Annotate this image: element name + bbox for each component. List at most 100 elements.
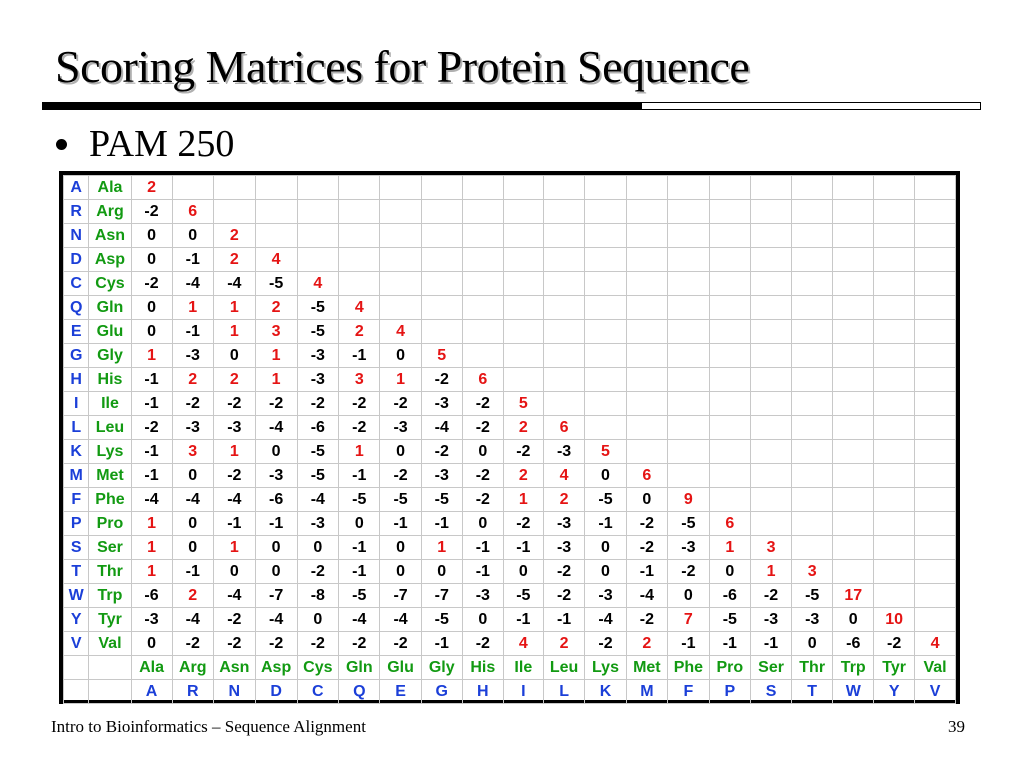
row-three-letter-code: Cys xyxy=(88,271,132,296)
column-three-letter-code: Trp xyxy=(832,655,875,680)
score-cell: 0 xyxy=(379,535,422,560)
score-cell: -2 xyxy=(502,511,544,536)
empty-cell xyxy=(338,223,381,248)
empty-cell xyxy=(791,511,834,536)
score-cell: 0 xyxy=(379,559,422,584)
pam250-matrix-frame: A Ala 2 R Arg -2 6 N Asn 0 0 2 D Asp 0 -1 2 4 C Cys -2 -4 -4 -5… xyxy=(59,171,960,704)
column-one-letter-code: I xyxy=(502,679,544,704)
score-cell: 0 xyxy=(708,559,751,584)
empty-cell xyxy=(584,367,627,392)
empty-cell xyxy=(832,199,875,224)
score-cell: -4 xyxy=(420,415,463,440)
score-cell: 2 xyxy=(542,631,586,656)
empty-cell xyxy=(749,391,793,416)
corner-cell xyxy=(88,655,132,680)
empty-cell xyxy=(749,199,793,224)
empty-cell xyxy=(542,175,586,200)
score-cell: 1 xyxy=(171,295,214,320)
empty-cell xyxy=(584,343,627,368)
score-cell: -1 xyxy=(420,631,463,656)
score-cell: -2 xyxy=(379,463,422,488)
score-cell: -7 xyxy=(420,583,463,608)
score-cell: -3 xyxy=(212,415,256,440)
score-cell: 0 xyxy=(171,463,214,488)
matrix-row: V Val 0 -2 -2 -2 -2 -2 -2 -1 -2 4 2 -2 2 -1 -1 -1 0 -6 -2 4 xyxy=(62,631,956,656)
score-cell: 1 xyxy=(130,535,173,560)
score-cell: -4 xyxy=(625,583,669,608)
score-cell: 0 xyxy=(171,535,214,560)
empty-cell xyxy=(873,223,916,248)
score-cell: 6 xyxy=(625,463,669,488)
score-cell: -3 xyxy=(542,511,586,536)
score-cell: -5 xyxy=(420,607,463,632)
empty-cell xyxy=(708,319,751,344)
column-three-letter-code: Val xyxy=(914,655,956,680)
empty-cell xyxy=(749,487,793,512)
empty-cell xyxy=(708,223,751,248)
row-one-letter-code: M xyxy=(62,463,90,488)
score-cell: -1 xyxy=(212,511,256,536)
empty-cell xyxy=(625,367,669,392)
score-cell: 1 xyxy=(212,319,256,344)
score-cell: -4 xyxy=(254,415,298,440)
score-cell: -5 xyxy=(708,607,751,632)
score-cell: -3 xyxy=(130,607,173,632)
empty-cell xyxy=(791,271,834,296)
column-one-letter-code: D xyxy=(254,679,298,704)
empty-cell xyxy=(873,271,916,296)
score-cell: 0 xyxy=(130,223,173,248)
row-one-letter-code: N xyxy=(62,223,90,248)
score-cell: -4 xyxy=(212,487,256,512)
empty-cell xyxy=(461,295,504,320)
empty-cell xyxy=(873,175,916,200)
score-cell: -1 xyxy=(584,511,627,536)
score-cell: -2 xyxy=(130,271,173,296)
score-cell: -4 xyxy=(212,271,256,296)
empty-cell xyxy=(749,319,793,344)
empty-cell xyxy=(914,535,956,560)
score-cell: -2 xyxy=(212,631,256,656)
column-one-letter-code: G xyxy=(420,679,463,704)
score-cell: 0 xyxy=(338,511,381,536)
column-three-letter-code: Gln xyxy=(338,655,381,680)
score-cell: -1 xyxy=(502,535,544,560)
score-cell: -2 xyxy=(338,391,381,416)
empty-cell xyxy=(502,223,544,248)
row-three-letter-code: Gly xyxy=(88,343,132,368)
empty-cell xyxy=(749,367,793,392)
page-number: 39 xyxy=(948,717,965,736)
empty-cell xyxy=(338,175,381,200)
score-cell: 6 xyxy=(171,199,214,224)
matrix-row: K Lys -1 3 1 0 -5 1 0 -2 0 -2 -3 5 xyxy=(62,439,956,464)
empty-cell xyxy=(420,175,463,200)
empty-cell xyxy=(914,511,956,536)
empty-cell xyxy=(625,391,669,416)
column-three-letter-code: Tyr xyxy=(873,655,916,680)
score-cell: 1 xyxy=(212,439,256,464)
score-cell: 1 xyxy=(212,295,256,320)
score-cell: -2 xyxy=(625,535,669,560)
empty-cell xyxy=(296,223,340,248)
score-cell: -2 xyxy=(542,583,586,608)
score-cell: -3 xyxy=(667,535,710,560)
empty-cell xyxy=(708,415,751,440)
empty-cell xyxy=(379,199,422,224)
score-cell: -2 xyxy=(130,199,173,224)
empty-cell xyxy=(502,199,544,224)
empty-cell xyxy=(542,295,586,320)
empty-cell xyxy=(791,247,834,272)
corner-cell xyxy=(88,679,132,704)
score-cell: 0 xyxy=(667,583,710,608)
empty-cell xyxy=(584,391,627,416)
matrix-row: Y Tyr -3 -4 -2 -4 0 -4 -4 -5 0 -1 -1 -4 -2 7 -5 -3 -3 0 10 xyxy=(62,607,956,632)
empty-cell xyxy=(832,415,875,440)
empty-cell xyxy=(254,199,298,224)
score-cell: -2 xyxy=(749,583,793,608)
empty-cell xyxy=(625,319,669,344)
empty-cell xyxy=(420,295,463,320)
empty-cell xyxy=(296,199,340,224)
empty-cell xyxy=(832,487,875,512)
empty-cell xyxy=(708,247,751,272)
matrix-row: C Cys -2 -4 -4 -5 4 xyxy=(62,271,956,296)
